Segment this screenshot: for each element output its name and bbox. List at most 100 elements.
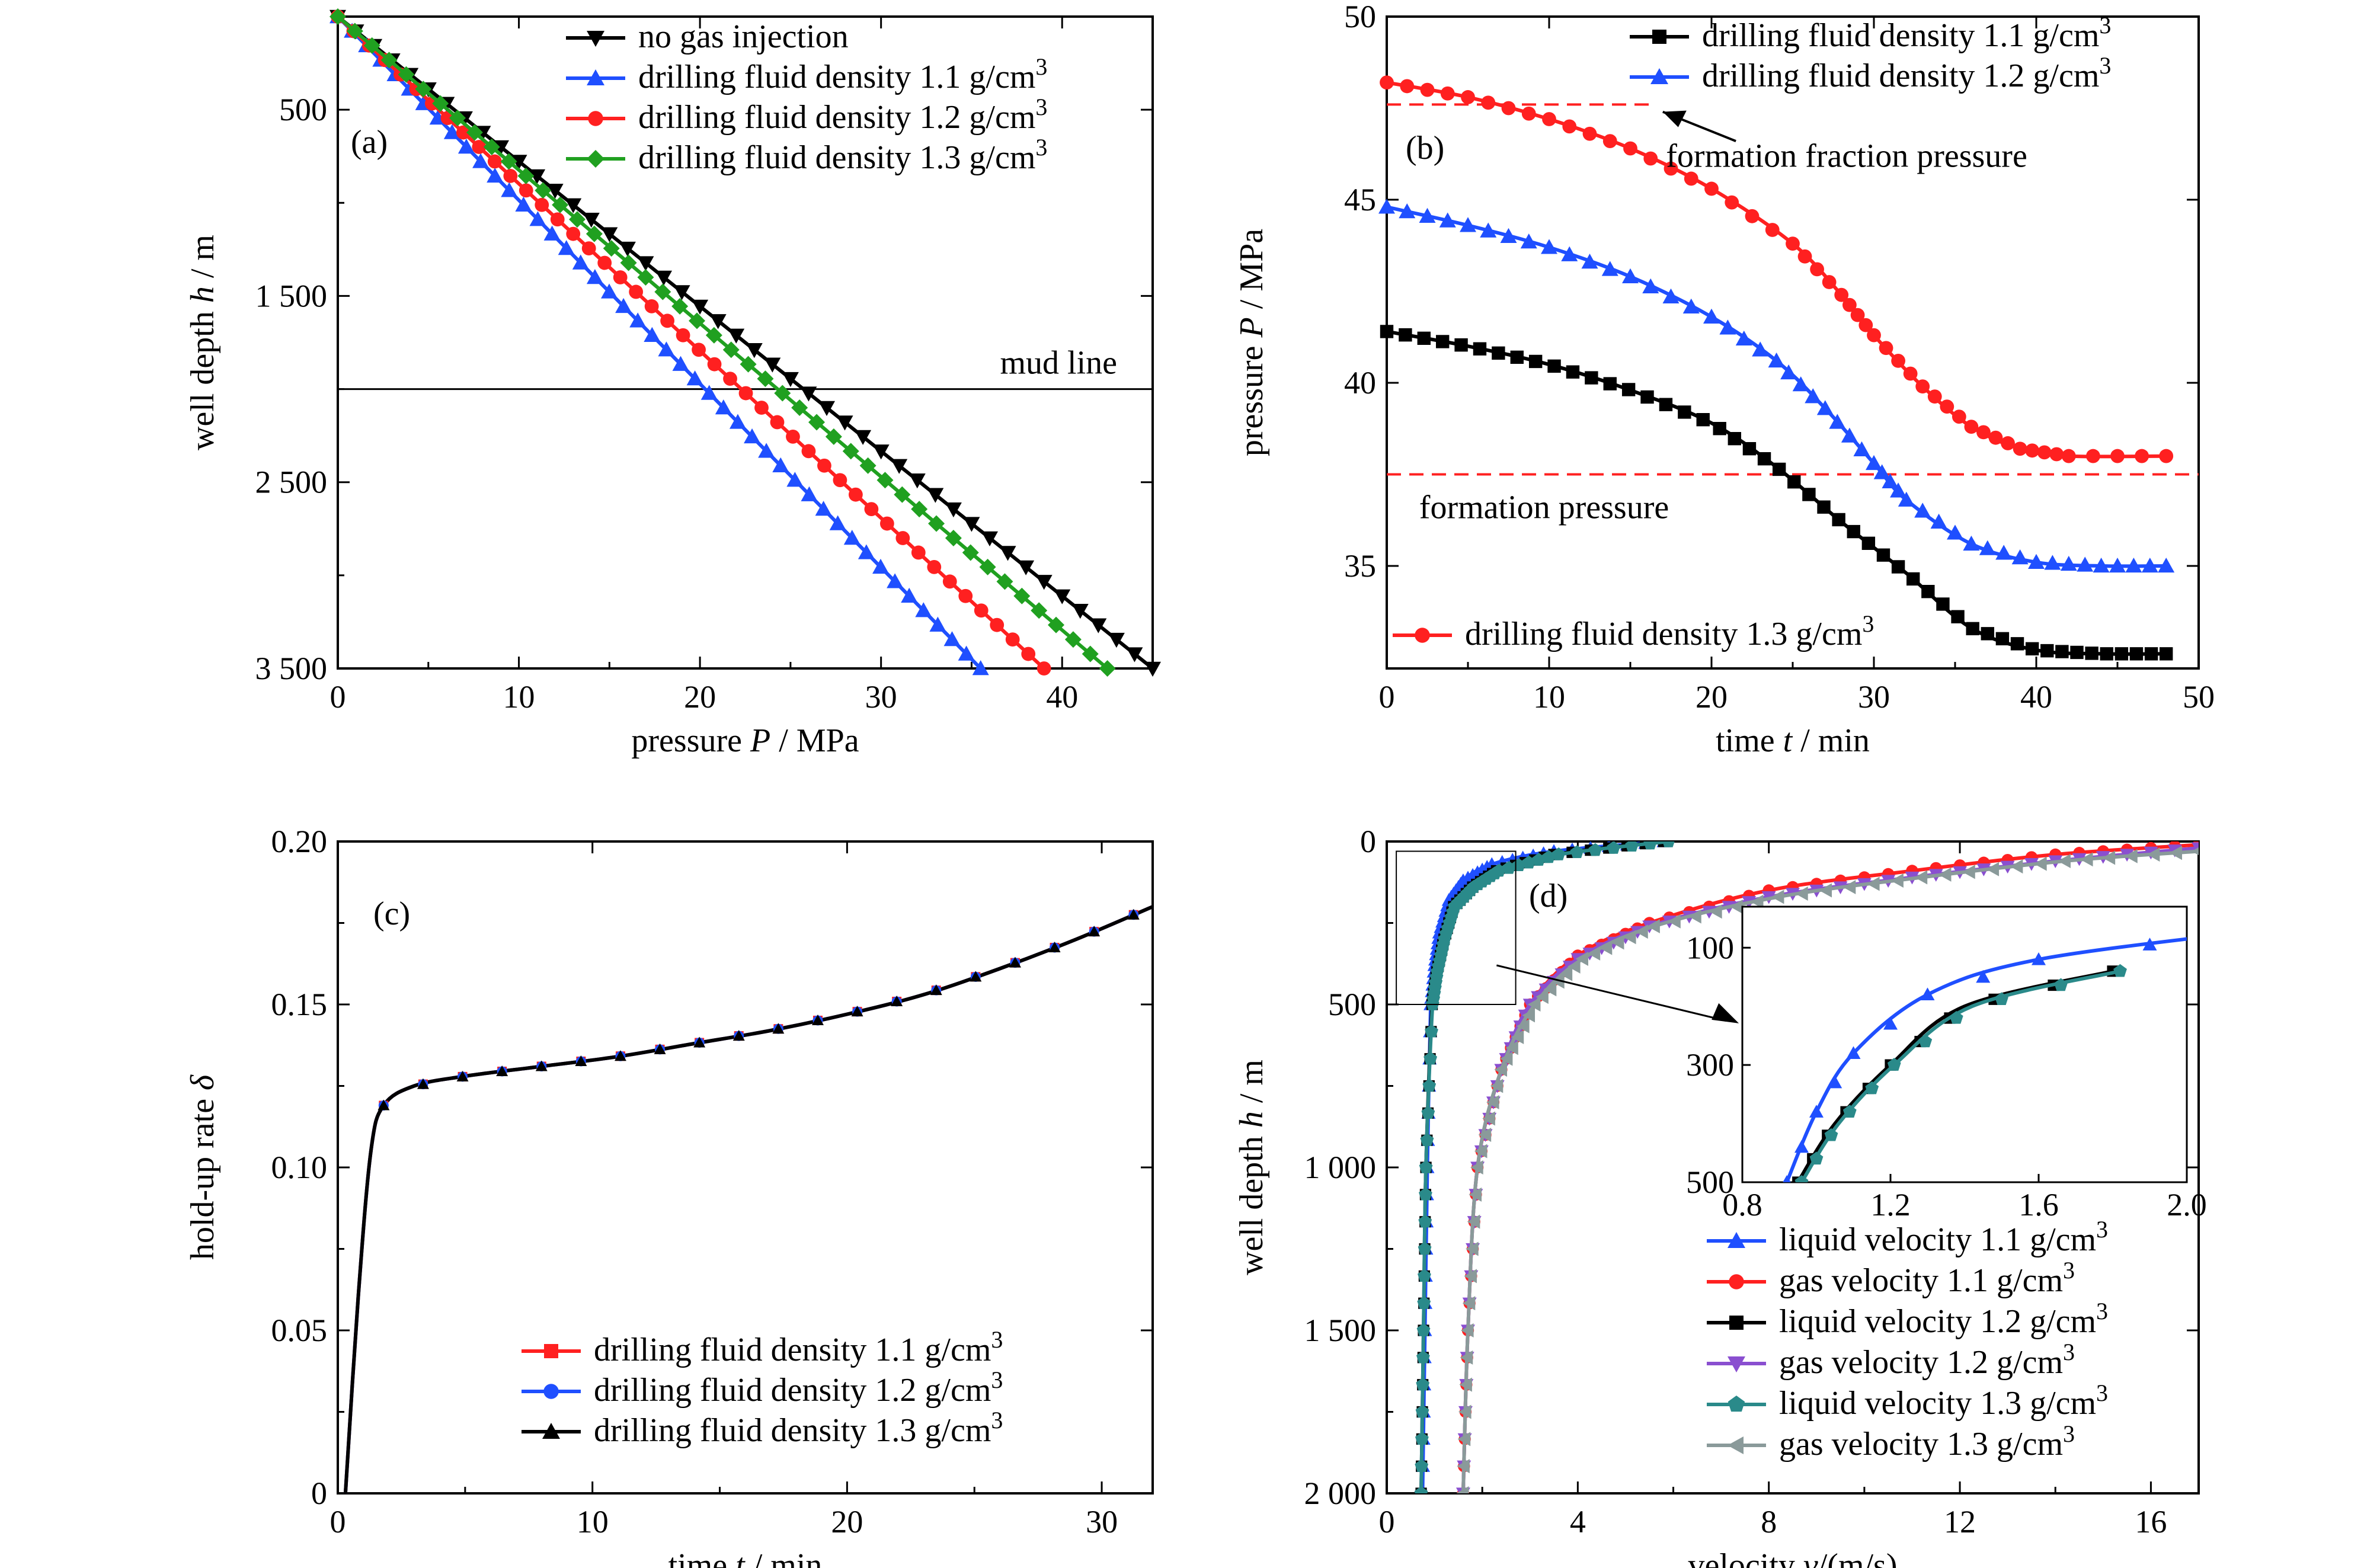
panel-a-series-0-point (891, 459, 908, 474)
panel-a-series-2-point (879, 516, 894, 531)
panel-b-series-0-point (1981, 627, 1994, 641)
panel-b-series-2-point (1765, 223, 1780, 237)
panel-d-series-4-point (1415, 1432, 1429, 1445)
panel-a-series-3-point (894, 486, 911, 503)
panel-a-series-0-point (800, 386, 817, 402)
panel-d-series-4-point (1625, 841, 1639, 852)
panel-b-series-2-point (1952, 409, 1966, 424)
panel-c-legend-marker (544, 1344, 558, 1358)
panel-d-inset-frame (1741, 905, 2188, 1183)
panel-b-series-1-point (1882, 473, 1899, 489)
panel-b-series-0-point (1435, 335, 1450, 348)
panel-c-series-2-point (535, 1060, 548, 1071)
panel-a-series-2-point (629, 284, 644, 299)
panel-b-series-1-point (1520, 233, 1537, 249)
panel-d-series-5-point (1462, 1296, 1476, 1311)
panel-d-series-5-point (2058, 854, 2071, 868)
panel-d-series-5-point (1962, 865, 1975, 879)
panel-b-series-0-point (1861, 536, 1876, 551)
panel-d-series-4-point (1492, 863, 1506, 877)
panel-d-inset-series-4-point (1842, 1105, 1857, 1118)
panel-a-series-0-point (583, 213, 600, 228)
panel-a-label: (a) (351, 124, 388, 161)
panel-d-series-5-point (2125, 849, 2138, 863)
panel-d-inset-ytick-label: 300 (1686, 1047, 1734, 1083)
panel-d-xtick-label: 4 (1570, 1504, 1586, 1540)
panel-a-series-3-point (979, 558, 996, 575)
panel-d-series-5-point (1461, 1323, 1474, 1337)
panel-b-xtick-label: 40 (2020, 679, 2052, 715)
panel-a-series-1-point (586, 269, 603, 284)
panel-b-series-0-point (1966, 622, 1979, 635)
panel-a-series-3-point (398, 66, 415, 83)
panel-c-series-2-point (614, 1050, 626, 1061)
panel-a-series-2-point (801, 444, 816, 459)
panel-b-series-2-point (1664, 161, 1678, 176)
panel-d-series-4-point (1532, 853, 1546, 866)
panel-a-series-3-point (774, 385, 791, 402)
panel-b-series-1-point (1768, 352, 1785, 368)
panel-c-series-2-point (811, 1015, 824, 1026)
panel-b-series-1-point (2141, 557, 2158, 573)
panel-c-legend-marker (543, 1384, 559, 1399)
panel-d-series-5-point (1729, 900, 1743, 914)
panel-d-series-4-point (1418, 1187, 1432, 1201)
panel-b-series-0-point (1510, 350, 1524, 364)
panel-d-series-5-point (1635, 924, 1648, 939)
panel-b-ytick-label: 40 (1344, 365, 1376, 401)
panel-d-series-5-point (1460, 1350, 1473, 1365)
panel-b-legend-marker (1652, 30, 1666, 44)
panel-a-series-2-point (770, 415, 785, 430)
panel-b-series-1-point (1866, 455, 1882, 471)
panel-d-series-4-point (1541, 850, 1556, 863)
panel-b-series-group (1378, 75, 2175, 661)
panel-d-ytick-label: 0 (1360, 824, 1376, 859)
panel-a-series-1-point (915, 602, 932, 617)
panel-a-series-3-point (517, 167, 535, 184)
panel-d-series-5-point (1890, 873, 1904, 888)
panel-a-series-3-point (483, 139, 500, 155)
panel-c-series-2-point (1009, 956, 1021, 968)
panel-a-series-1-point (929, 616, 946, 632)
panel-b-series-1-point (2093, 557, 2110, 573)
panel-b-series-0-point (2070, 645, 2084, 660)
panel-d-series-4-point (1420, 1133, 1434, 1146)
panel-d-legend-marker (1728, 1356, 1745, 1372)
panel-a-series-2-point (754, 401, 769, 415)
panel-b-legend-marker (1415, 628, 1430, 643)
panel-a-series-0-point (655, 270, 672, 286)
panel-a-series-2-point (487, 154, 502, 169)
panel-a-xtick-label: 20 (684, 679, 716, 715)
panel-a-series-0-point (1144, 661, 1161, 677)
panel-a-series-1-point (744, 428, 761, 444)
panel-a-series-2-point (990, 617, 1005, 632)
panel-d-series-5-point (1575, 952, 1589, 966)
panel-d-series-5-point (1795, 887, 1808, 901)
panel-b-series-0-point (1547, 359, 1561, 373)
panel-a-series-1-point (515, 196, 532, 212)
panel-b-series-1-point (1752, 341, 1769, 357)
panel-a-series-0-point (855, 430, 872, 445)
panel-a-series-0-point (836, 415, 853, 431)
panel-a-series-3-point (825, 428, 842, 445)
panel-d: 0 4 8 12 16 0 500 1 000 1 500 2 000 velocity v/(m/… (1233, 824, 2207, 1568)
panel-b-series-1-point (1792, 376, 1809, 392)
panel-b-label: (b) (1406, 130, 1444, 167)
panel-a-legend-marker (587, 69, 604, 85)
panel-b-series-1-point (1890, 482, 1907, 498)
panel-b-series-1-point (2028, 553, 2045, 569)
panel-d-xtick-label: 0 (1379, 1504, 1395, 1540)
panel-d-zoom-arrowhead (1712, 1003, 1739, 1023)
panel-d-legend-marker (1728, 1396, 1745, 1412)
panel-a-series-0-point (709, 314, 727, 329)
panel-d-series-4-point (1423, 1051, 1438, 1065)
panel-b-series-2-point (1964, 420, 1979, 434)
panel-c-series-2-point (970, 971, 982, 982)
panel-d-series-5-point (1599, 940, 1613, 955)
panel-a-series-1-point (615, 297, 632, 313)
panel-b-series-1-point (1873, 464, 1890, 479)
panel-b-series-1-point (1378, 199, 1395, 214)
panel-a-series-2-point (958, 588, 973, 603)
panel-b-series-0-point (1936, 597, 1950, 611)
panel-c-ytick-label: 0.20 (271, 824, 328, 859)
